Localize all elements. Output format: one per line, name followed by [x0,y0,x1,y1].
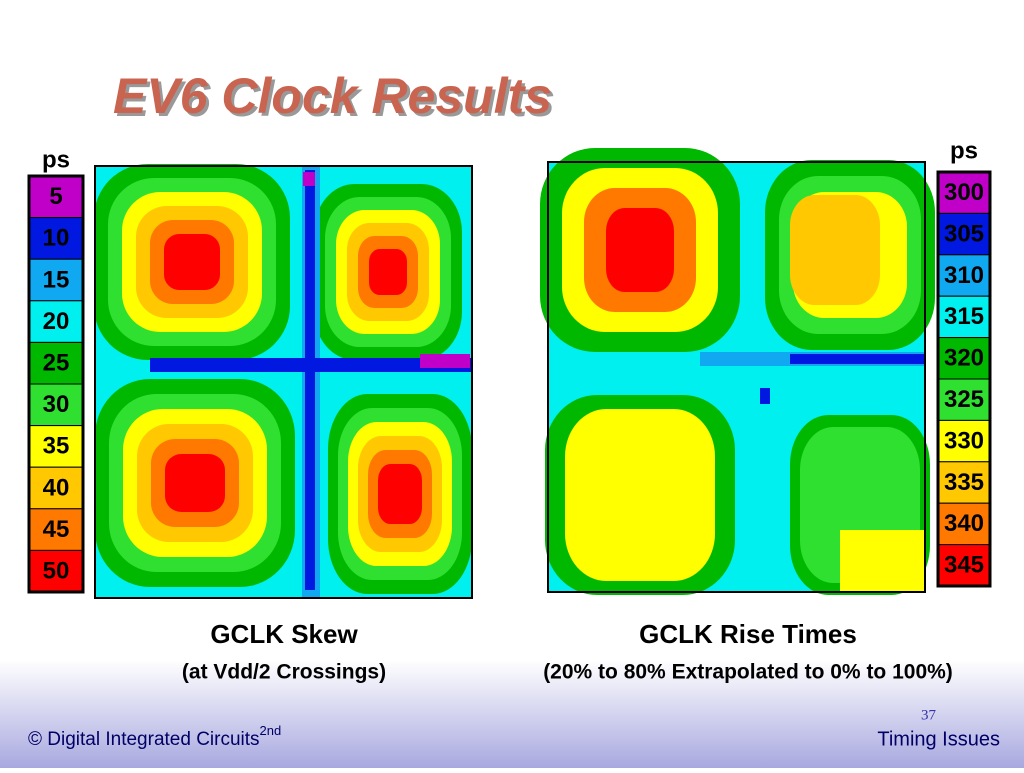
map-frame [547,161,926,593]
caption-title: GCLK Skew [210,619,358,649]
contour [165,454,225,512]
legend-label: 40 [43,474,70,501]
legend-label: 15 [43,266,70,293]
legend-label: 310 [944,262,984,289]
skew-map [94,164,473,599]
map-frame [94,165,473,599]
footer-sup: 2nd [260,723,282,738]
legend-swatch [28,383,84,427]
footer-text: © Digital Integrated Circuits [28,729,260,750]
rise-legend: ps 300 305 310 315 320 325 330 335 340 345 [936,137,992,588]
legend-unit: ps [950,137,978,164]
legend-swatch [937,295,991,339]
caption-subtitle: (at Vdd/2 Crossings) [182,661,386,684]
title-shadow: EV6 Clock Results [116,71,555,127]
legend-label: 330 [944,427,984,454]
contour [164,234,220,290]
footer-band [0,660,1024,768]
legend-label: 340 [944,510,984,537]
legend-label: 20 [43,308,70,335]
contour [150,358,472,372]
page-number: 37 [921,707,937,723]
legend-label: 315 [944,303,984,330]
legend-unit: ps [42,146,70,173]
legend-label: 300 [944,179,984,206]
legend-swatch [937,254,991,297]
legend-label: 305 [944,220,984,247]
legend-frame [936,170,992,588]
legend-label: 45 [43,516,70,543]
legend-label: 345 [944,552,984,579]
rise-map [540,148,935,595]
legend-label: 30 [43,391,70,418]
footer-left: © Digital Integrated Circuits2nd [28,723,281,750]
legend-label: 10 [43,225,70,252]
contour [606,208,674,292]
contour [760,388,770,404]
legend-label: 325 [944,386,984,413]
contour [790,195,880,305]
legend-label: 50 [43,558,70,585]
caption-title: GCLK Rise Times [639,619,857,649]
legend-label: 335 [944,469,984,496]
legend-swatch [28,217,84,260]
legend-label: 320 [944,345,984,372]
contour [840,530,925,592]
footer-right: Timing Issues [877,728,1000,750]
contour [305,170,315,590]
legend-label: 35 [43,433,70,460]
title: EV6 Clock Results [113,68,552,124]
contour [378,464,422,524]
contour [790,354,925,364]
skew-legend: ps 5 10 15 20 25 30 35 40 45 50 [27,146,85,594]
legend-label: 5 [49,183,62,210]
legend-frame [27,174,85,594]
contour [303,172,315,186]
legend-swatch [937,337,991,380]
caption-subtitle: (20% to 80% Extrapolated to 0% to 100%) [543,661,953,684]
legend-label: 25 [43,350,70,377]
contour [565,409,715,581]
legend-swatch [28,258,84,302]
contour [369,249,407,295]
legend-swatch [28,508,84,551]
contour [420,354,470,368]
